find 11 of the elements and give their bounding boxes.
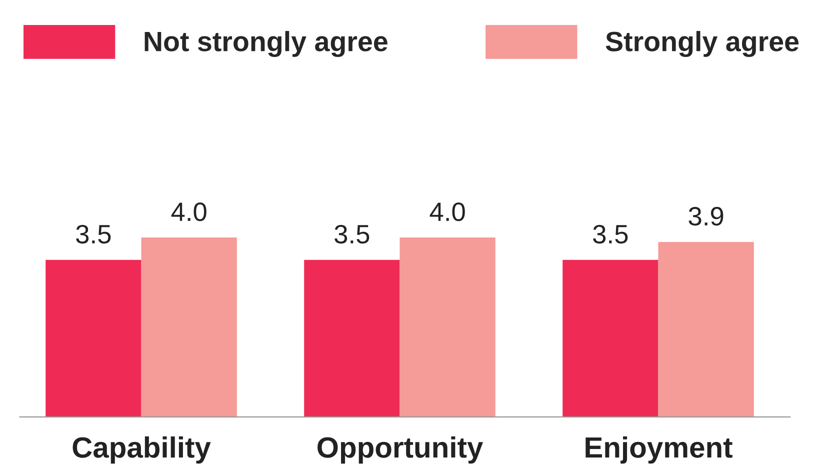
x-tick-label: Enjoyment — [586, 436, 732, 464]
x-tick-label: Opportunity — [318, 436, 484, 464]
data-label: 4.0 — [430, 202, 465, 222]
x-tick-label: Capability — [72, 436, 211, 464]
data-label: 4.0 — [171, 202, 206, 222]
legend-label: Strongly agree — [606, 30, 799, 57]
data-label: 3.5 — [593, 224, 628, 244]
data-label: 3.5 — [76, 224, 111, 244]
legend-label: Not strongly agree — [144, 30, 388, 57]
data-label: 3.5 — [334, 224, 370, 244]
data-label: 3.9 — [688, 206, 724, 226]
